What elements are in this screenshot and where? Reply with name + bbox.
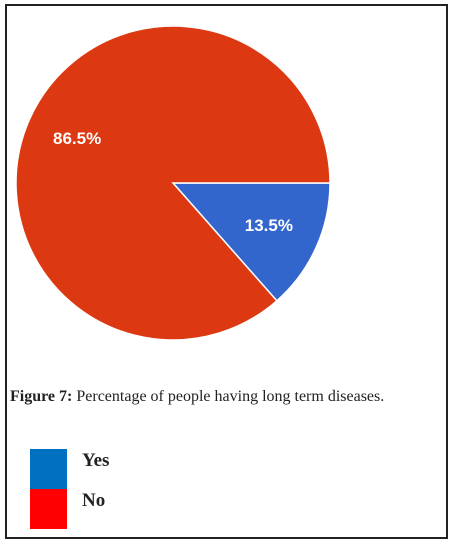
legend-label: Yes <box>82 450 110 471</box>
figure-frame <box>5 4 448 539</box>
legend-item: Yes <box>30 449 230 489</box>
legend-swatch <box>30 449 67 489</box>
legend-item: No <box>30 489 230 529</box>
figure-caption: Figure 7: Percentage of people having lo… <box>10 386 430 407</box>
caption-label: Figure 7: <box>10 388 73 405</box>
slice-label: 13.5% <box>245 216 293 235</box>
legend-label: No <box>82 490 106 511</box>
chart: 13.5% 86.5% <box>15 25 331 341</box>
slice-label: 86.5% <box>53 129 101 148</box>
legend-swatch <box>30 489 67 529</box>
caption-text: Percentage of people having long term di… <box>76 388 385 405</box>
pie-slice <box>15 25 331 341</box>
pie-slice <box>171 182 331 302</box>
